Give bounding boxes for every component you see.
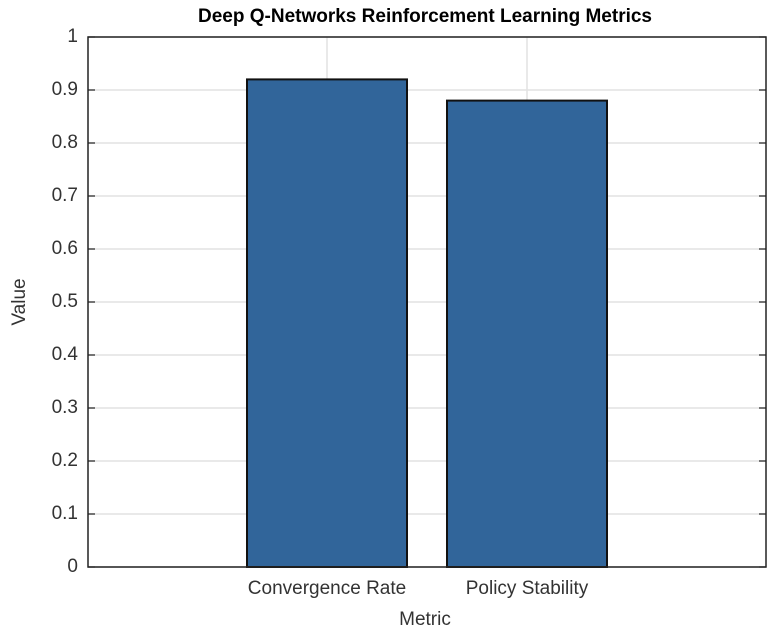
y-tick-label: 0.8	[52, 132, 78, 153]
bar	[446, 99, 608, 568]
label-layer: 0 0.1 0.2 0.3 0.4 0.5 0.6 0.7 0.8 0.9 1 Convergence…	[52, 26, 766, 599]
y-tick-label: 0.5	[52, 291, 78, 312]
bar	[246, 78, 408, 569]
y-tick-label: 0.4	[52, 344, 79, 365]
chart-title: Deep Q-Networks Reinforcement Learning M…	[198, 6, 652, 27]
y-tick-label: 0.3	[52, 397, 78, 418]
bar-layer	[246, 78, 608, 569]
y-tick-label: 0.1	[52, 503, 78, 524]
y-tick-label: 0.7	[52, 185, 78, 206]
y-axis-label: Value	[9, 278, 30, 325]
y-tick-label: 1	[67, 26, 78, 47]
x-tick-label: Policy Stability	[466, 578, 589, 599]
y-tick-label: 0	[67, 556, 78, 577]
y-tick-label: 0.6	[52, 238, 78, 259]
x-axis-label: Metric	[399, 609, 451, 630]
y-tick-label: 0.2	[52, 450, 78, 471]
y-tick-label: 0.9	[52, 79, 78, 100]
x-tick-label: Convergence Rate	[248, 578, 406, 599]
